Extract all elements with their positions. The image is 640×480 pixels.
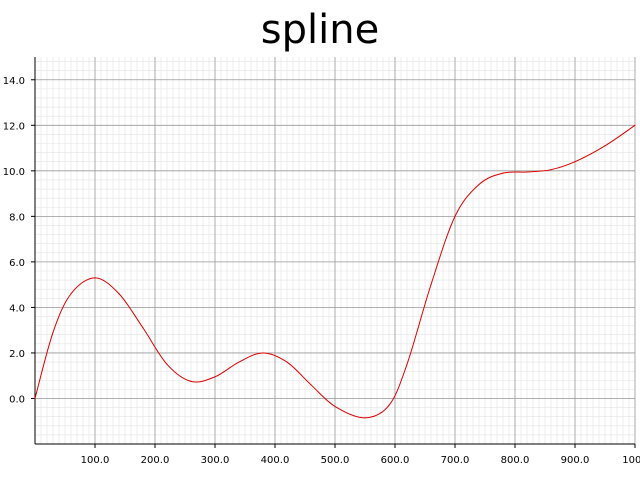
data-point <box>634 124 636 126</box>
x-tick-label: 200.0 <box>141 455 170 466</box>
data-point <box>70 293 72 295</box>
x-tick-label: 300.0 <box>201 455 230 466</box>
chart-title: spline <box>260 7 380 53</box>
data-point <box>550 169 552 171</box>
y-tick-label: 2.0 <box>9 349 25 360</box>
y-tick-label: 0.0 <box>9 394 25 405</box>
y-tick-label: 4.0 <box>9 303 25 314</box>
data-point <box>142 327 144 329</box>
data-point <box>286 361 288 363</box>
x-tick-label: 400.0 <box>261 455 290 466</box>
data-point <box>406 363 408 365</box>
data-point <box>526 171 528 173</box>
data-point <box>214 376 216 378</box>
data-point <box>166 363 168 365</box>
x-tick-label: 900.0 <box>561 455 590 466</box>
axes <box>31 57 636 448</box>
x-tick-label: 800.0 <box>501 455 530 466</box>
x-tick-label: 500.0 <box>321 455 350 466</box>
data-point <box>190 380 192 382</box>
data-point <box>502 172 504 174</box>
series-line <box>34 124 636 419</box>
data-point <box>454 215 456 217</box>
y-tick-label: 8.0 <box>9 212 25 223</box>
data-point <box>238 361 240 363</box>
y-tick-label: 6.0 <box>9 258 25 269</box>
data-point <box>478 183 480 186</box>
tick-labels: 100.0 200.0 300.0 400.0 500.0 600.0 700.0 800.0… <box>3 76 640 466</box>
data-point <box>310 384 312 386</box>
data-point <box>574 161 576 163</box>
data-point <box>262 352 264 354</box>
data-point <box>34 397 36 400</box>
data-point <box>364 417 366 419</box>
x-tick-label: 600.0 <box>381 455 410 466</box>
y-tick-label: 14.0 <box>3 76 25 87</box>
data-point <box>604 145 606 147</box>
data-point <box>430 284 432 286</box>
x-tick-label: 100.0 <box>81 455 110 466</box>
major-grid <box>35 57 636 444</box>
data-point <box>94 277 96 279</box>
data-point <box>118 293 120 295</box>
data-point <box>52 331 54 334</box>
y-tick-label: 12.0 <box>3 121 25 132</box>
x-tick-label: 700.0 <box>441 455 470 466</box>
data-point <box>334 405 336 408</box>
data-point <box>388 404 390 406</box>
series-group <box>34 124 636 419</box>
y-tick-label: 10.0 <box>3 167 25 178</box>
